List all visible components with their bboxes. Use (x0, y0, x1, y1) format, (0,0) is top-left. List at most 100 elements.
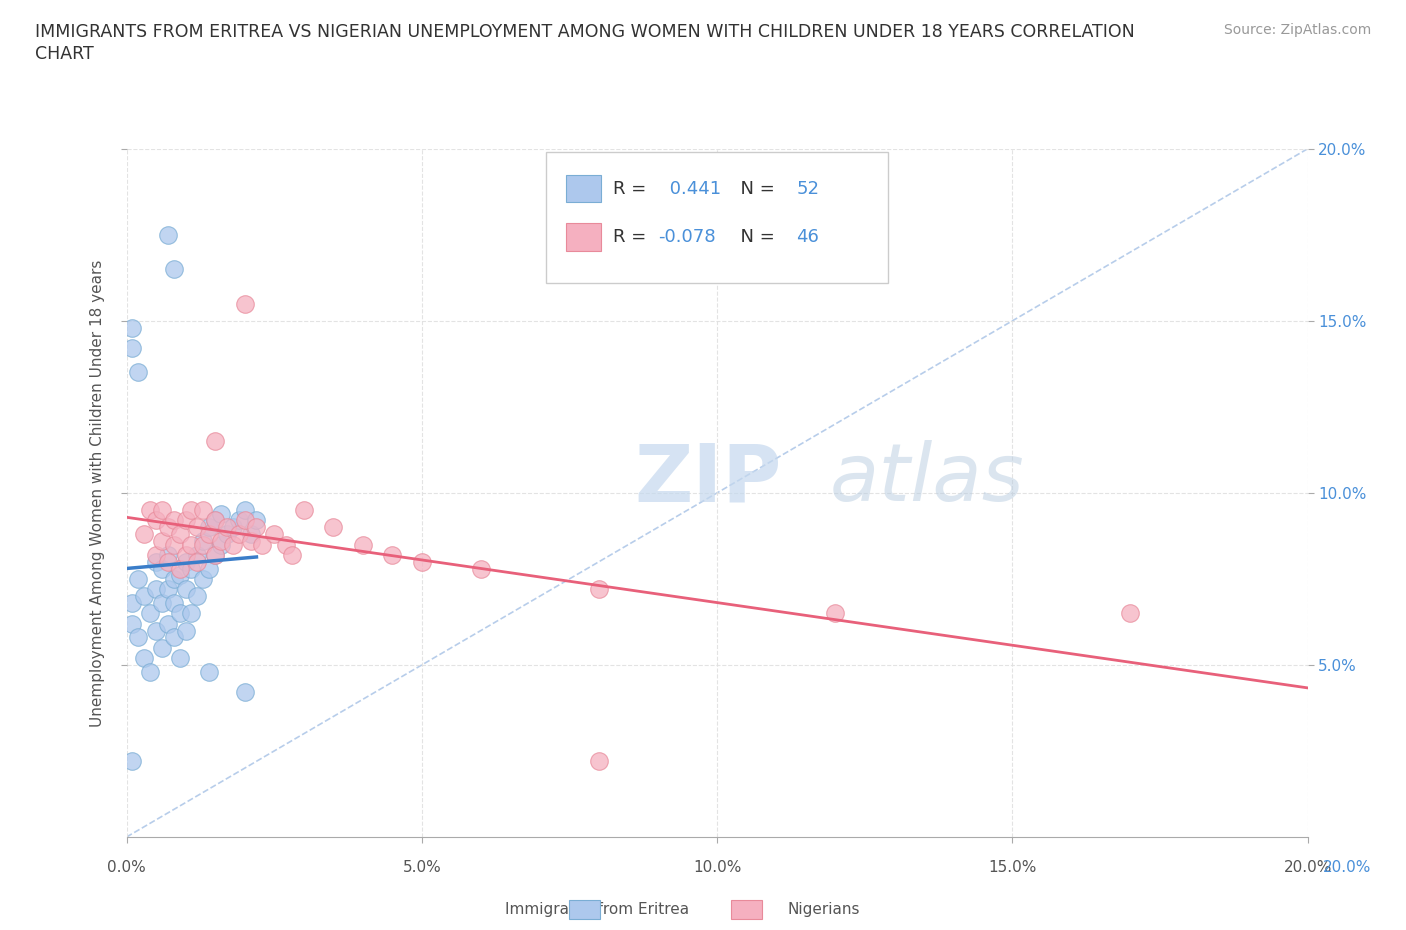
Text: R =: R = (613, 228, 652, 246)
Point (263, 526, 285, 541)
Point (127, 630, 149, 644)
Point (322, 520, 344, 535)
Point (381, 548, 404, 563)
Point (163, 572, 186, 587)
Point (169, 606, 191, 621)
Point (588, 582, 610, 597)
Point (145, 623, 167, 638)
Point (156, 554, 179, 569)
Point (174, 623, 197, 638)
Point (1119, 606, 1142, 621)
Bar (565, 223, 602, 251)
Text: 0.441: 0.441 (664, 179, 721, 198)
Text: 46: 46 (796, 228, 820, 246)
Point (145, 513, 167, 528)
Text: IMMIGRANTS FROM ERITREA VS NIGERIAN UNEMPLOYMENT AMONG WOMEN WITH CHILDREN UNDER: IMMIGRANTS FROM ERITREA VS NIGERIAN UNEM… (35, 23, 1135, 41)
Point (139, 664, 162, 679)
Point (139, 503, 162, 518)
Point (193, 538, 215, 552)
Point (411, 554, 433, 569)
Point (245, 513, 267, 528)
Point (150, 595, 173, 610)
Point (233, 503, 256, 518)
Point (156, 617, 179, 631)
Point (233, 297, 256, 312)
Point (180, 503, 202, 518)
Point (209, 538, 232, 552)
Point (198, 526, 221, 541)
Point (163, 595, 186, 610)
Point (169, 561, 191, 576)
Point (239, 526, 262, 541)
Point (127, 572, 149, 587)
Bar (565, 175, 602, 203)
Point (198, 664, 221, 679)
Point (239, 534, 262, 549)
Point (121, 754, 143, 769)
Text: N =: N = (728, 228, 780, 246)
Point (156, 582, 179, 597)
Point (150, 561, 173, 576)
Point (824, 606, 846, 621)
Text: N =: N = (728, 179, 780, 198)
Text: -0.078: -0.078 (658, 228, 716, 246)
Point (174, 548, 197, 563)
Point (252, 538, 274, 552)
Point (222, 520, 245, 535)
Point (352, 538, 374, 552)
Point (121, 595, 143, 610)
Text: atlas: atlas (830, 440, 1024, 518)
Point (163, 262, 186, 277)
Text: 52: 52 (796, 179, 820, 198)
Point (204, 434, 226, 449)
Point (180, 561, 202, 576)
Text: CHART: CHART (35, 45, 94, 62)
Point (180, 606, 202, 621)
Point (134, 589, 156, 604)
Point (174, 582, 197, 597)
Point (180, 538, 202, 552)
Point (204, 513, 226, 528)
Point (156, 520, 179, 535)
Point (186, 520, 208, 535)
Point (193, 534, 215, 549)
Point (198, 520, 221, 535)
Point (121, 341, 143, 356)
Point (228, 526, 250, 541)
Text: 15.0%: 15.0% (988, 860, 1036, 875)
Point (215, 526, 238, 541)
Point (150, 534, 173, 549)
Text: 20.0%: 20.0% (1323, 860, 1371, 875)
Point (121, 617, 143, 631)
Point (204, 548, 226, 563)
Point (169, 526, 191, 541)
Point (174, 513, 197, 528)
Point (204, 513, 226, 528)
Text: 0.0%: 0.0% (107, 860, 146, 875)
Point (292, 503, 315, 518)
Point (169, 568, 191, 583)
Point (145, 554, 167, 569)
Point (139, 606, 162, 621)
Point (588, 754, 610, 769)
Point (121, 320, 143, 335)
Point (209, 506, 232, 521)
Point (209, 534, 232, 549)
Point (163, 538, 186, 552)
Point (228, 513, 250, 528)
Point (204, 548, 226, 563)
Point (193, 503, 215, 518)
Text: Nigerians: Nigerians (787, 902, 860, 917)
Point (150, 503, 173, 518)
Text: 5.0%: 5.0% (402, 860, 441, 875)
Point (163, 513, 186, 528)
Text: 10.0%: 10.0% (693, 860, 741, 875)
Point (134, 526, 156, 541)
Point (169, 651, 191, 666)
Point (156, 228, 179, 243)
Point (134, 651, 156, 666)
Point (150, 641, 173, 656)
FancyBboxPatch shape (546, 153, 889, 283)
Point (193, 572, 215, 587)
Point (222, 538, 245, 552)
